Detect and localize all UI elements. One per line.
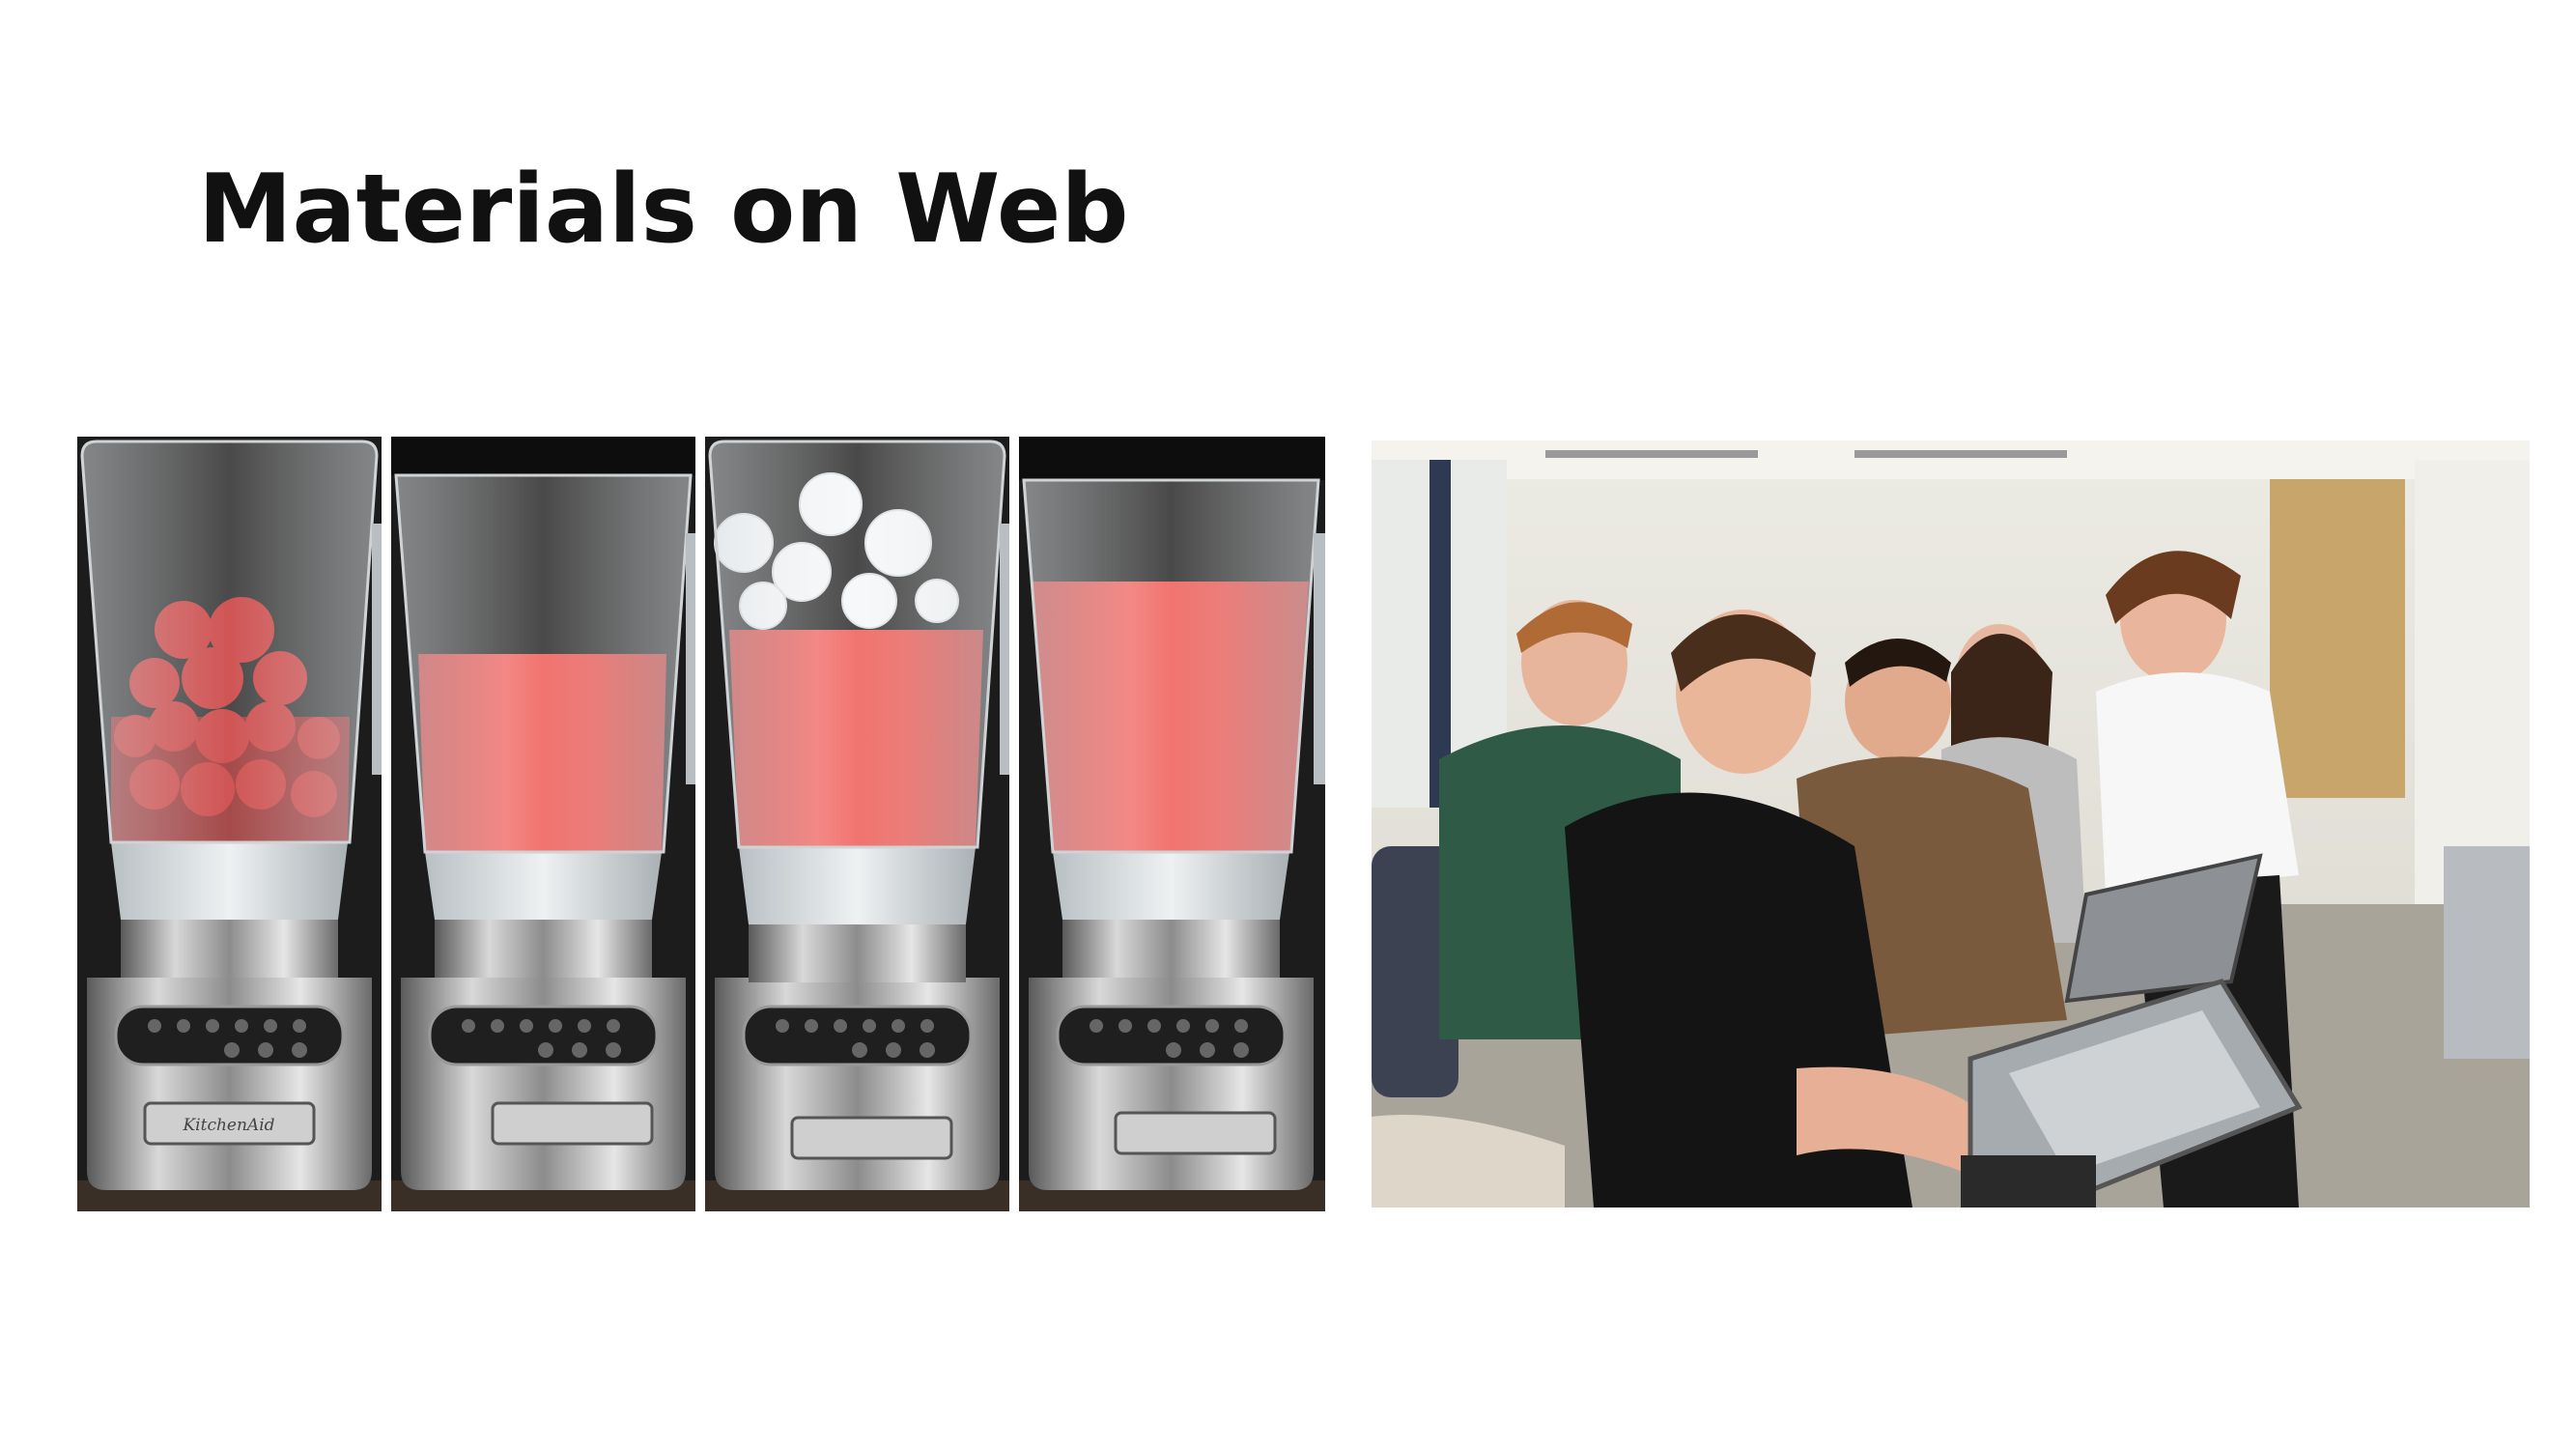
- blender-panel-2: [391, 437, 697, 1211]
- classroom-graphic: [1372, 440, 2530, 1208]
- blender-panel-3: [705, 437, 1011, 1211]
- blender-strip-image: KitchenAid: [77, 437, 1325, 1211]
- classroom-image: [1372, 440, 2530, 1208]
- blender-strip-graphic: KitchenAid: [77, 437, 1325, 1211]
- brand-label: KitchenAid: [182, 1116, 274, 1135]
- blender-panel-1: KitchenAid: [77, 437, 383, 1211]
- slide-title: Materials on Web: [198, 155, 1129, 265]
- blender-panel-4: [1019, 437, 1325, 1211]
